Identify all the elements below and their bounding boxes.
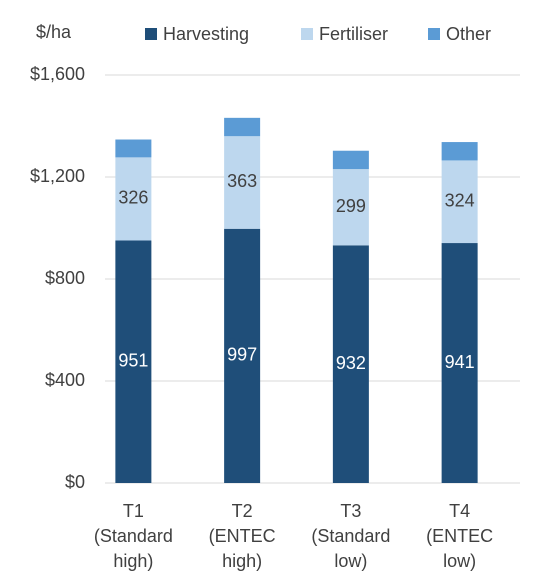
bar-segment [115, 157, 152, 241]
data-label: 941 [445, 352, 475, 372]
legend-swatch [301, 28, 313, 40]
y-tick-label: $1,600 [30, 64, 85, 84]
x-tick-label: (ENTEC [209, 526, 276, 546]
bar-segment [115, 139, 152, 158]
x-tick-label: (Standard [311, 526, 390, 546]
x-tick-label: low) [334, 551, 367, 571]
x-tick-label: high) [222, 551, 262, 571]
x-tick-label: T2 [232, 501, 253, 521]
y-tick-label: $800 [45, 268, 85, 288]
legend-label: Fertiliser [319, 24, 388, 44]
x-tick-label: high) [113, 551, 153, 571]
bar-segment [441, 243, 478, 483]
y-tick-label: $400 [45, 370, 85, 390]
y-axis-label: $/ha [36, 22, 72, 42]
bar-segment [224, 228, 261, 483]
x-tick-label: (Standard [94, 526, 173, 546]
data-label: 326 [118, 188, 148, 208]
data-label: 324 [445, 190, 475, 210]
bar-segment [441, 160, 478, 244]
bar-segment [224, 117, 261, 137]
data-label: 363 [227, 171, 257, 191]
x-tick-label: T4 [449, 501, 470, 521]
data-label: 951 [118, 350, 148, 370]
legend-swatch [428, 28, 440, 40]
bar-segment [115, 240, 152, 483]
bar-segment [224, 136, 261, 229]
x-tick-label: low) [443, 551, 476, 571]
bar-segment [332, 169, 369, 246]
x-tick-label: T1 [123, 501, 144, 521]
bar-segment [332, 245, 369, 483]
y-tick-label: $1,200 [30, 166, 85, 186]
bar-segment [332, 150, 369, 170]
legend-label: Other [446, 24, 491, 44]
y-tick-label: $0 [65, 472, 85, 492]
data-label: 932 [336, 353, 366, 373]
x-tick-label: T3 [340, 501, 361, 521]
x-tick-label: (ENTEC [426, 526, 493, 546]
data-label: 997 [227, 345, 257, 365]
legend-label: Harvesting [163, 24, 249, 44]
legend-swatch [145, 28, 157, 40]
data-label: 299 [336, 196, 366, 216]
bar-segment [441, 142, 478, 161]
